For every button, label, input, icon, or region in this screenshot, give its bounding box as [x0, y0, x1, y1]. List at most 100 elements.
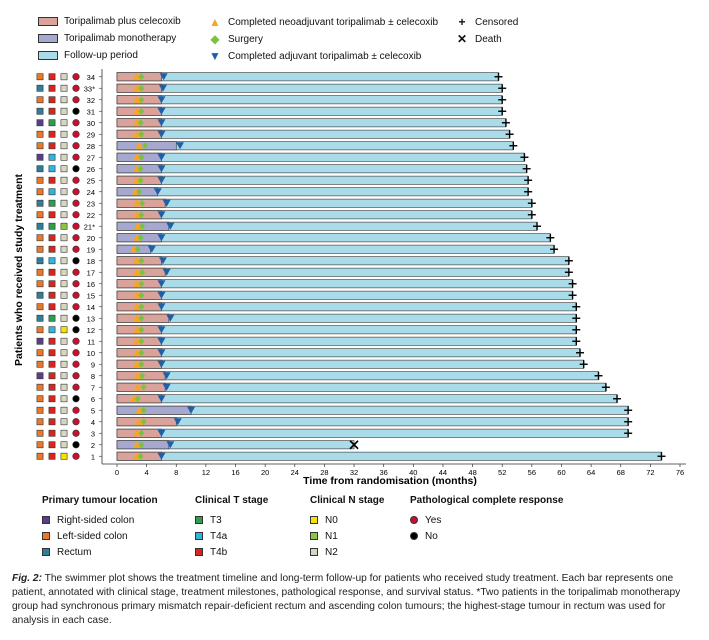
- legend-location-rectum: Rectum: [42, 544, 158, 560]
- legend-mono-swatch: [38, 34, 58, 43]
- surgery-marker: [138, 441, 145, 449]
- patient-row: 10: [36, 348, 584, 358]
- pcr-dot: [72, 326, 80, 334]
- follow-up-bar: [116, 106, 503, 116]
- legend-location-right-label: Right-sided colon: [57, 514, 135, 526]
- surgery-marker: [138, 211, 145, 219]
- n-stage-square: [60, 234, 68, 242]
- x-axis-label: Time from randomisation (months): [303, 475, 477, 487]
- patient-id-label: 5: [91, 406, 95, 415]
- legend-pcr-group: Pathological complete response Yes No: [410, 495, 563, 544]
- t-stage-square: [48, 441, 56, 449]
- swatch-icon: [195, 532, 203, 540]
- neoadjuvant-marker: [133, 314, 142, 322]
- pcr-dot: [72, 429, 80, 437]
- location-square: [36, 418, 44, 426]
- neoadjuvant-marker: [135, 406, 144, 414]
- pcr-dot: [72, 406, 80, 414]
- x-tick-label: 32: [350, 468, 358, 477]
- swimmer-plot: 3433*323130292827262524232221*2019181716…: [13, 69, 686, 487]
- treatment-bar: [116, 405, 192, 415]
- location-square: [36, 119, 44, 127]
- t-stage-square: [48, 383, 56, 391]
- legend-n2-label: N2: [325, 546, 338, 558]
- surgery-marker: [139, 199, 146, 207]
- n-stage-square: [60, 257, 68, 265]
- legend-adj-label: Completed adjuvant toripalimab ± celecox…: [228, 50, 422, 62]
- patient-id-label: 34: [87, 73, 95, 82]
- patient-id-label: 10: [87, 349, 95, 358]
- follow-up-bar: [116, 152, 525, 162]
- patient-id-label: 7: [91, 383, 95, 392]
- t-stage-square: [48, 291, 56, 299]
- patient-row: 28: [36, 141, 518, 151]
- surgery-marker: [139, 372, 146, 380]
- follow-up-bar: [116, 371, 599, 381]
- adjuvant-marker: [157, 176, 166, 184]
- swatch-icon: [42, 516, 50, 524]
- n-stage-square: [60, 84, 68, 92]
- pcr-dot: [72, 211, 80, 219]
- legend-mono: Toripalimab monotherapy: [38, 33, 176, 44]
- legend-n2: N2: [310, 544, 384, 560]
- surgery-marker: [136, 188, 143, 196]
- patient-id-label: 3: [91, 429, 95, 438]
- n-stage-square: [60, 245, 68, 253]
- x-tick-label: 24: [291, 468, 299, 477]
- patient-row: 1: [36, 451, 666, 461]
- swatch-icon: [310, 516, 318, 524]
- patient-id-label: 9: [91, 360, 95, 369]
- neoadjuvant-marker: [133, 337, 142, 345]
- pcr-dot: [72, 84, 80, 92]
- cross-icon: ✕: [456, 32, 468, 46]
- follow-up-bar: [116, 244, 555, 254]
- patient-id-label: 20: [87, 234, 95, 243]
- pcr-dot: [72, 176, 80, 184]
- n-stage-square: [60, 188, 68, 196]
- y-axis-label: Patients who received study treatment: [13, 174, 25, 366]
- location-square: [36, 326, 44, 334]
- patient-id-label: 24: [87, 188, 95, 197]
- legend-follow: Follow-up period: [38, 50, 138, 61]
- x-tick-label: 20: [261, 468, 269, 477]
- follow-up-bar: [116, 83, 503, 93]
- pcr-dot: [72, 268, 80, 276]
- adjuvant-marker: [157, 130, 166, 138]
- surgery-marker: [140, 418, 147, 426]
- neoadjuvant-marker: [133, 371, 142, 379]
- x-tick-label: 56: [528, 468, 536, 477]
- neoadjuvant-marker: [133, 222, 142, 230]
- pcr-dot: [72, 360, 80, 368]
- pcr-dot: [72, 188, 80, 196]
- pcr-dot: [72, 73, 80, 81]
- surgery-marker: [138, 280, 145, 288]
- location-square: [36, 188, 44, 196]
- location-square: [36, 337, 44, 345]
- neoadjuvant-marker: [133, 325, 142, 333]
- x-tick-label: 36: [380, 468, 388, 477]
- n-stage-square: [60, 337, 68, 345]
- n-stage-square: [60, 199, 68, 207]
- n-stage-square: [60, 418, 68, 426]
- location-square: [36, 291, 44, 299]
- patient-row: 7: [36, 382, 610, 392]
- patient-row: 33*: [36, 83, 507, 93]
- neoadjuvant-marker: [133, 199, 142, 207]
- n-stage-square: [60, 314, 68, 322]
- n-stage-square: [60, 452, 68, 460]
- n-stage-square: [60, 360, 68, 368]
- surgery-marker: [134, 395, 141, 403]
- patient-id-label: 32: [87, 96, 95, 105]
- swatch-icon: [42, 548, 50, 556]
- surgery-marker: [138, 153, 145, 161]
- surgery-marker: [137, 119, 144, 127]
- patient-id-label: 1: [91, 452, 95, 461]
- follow-up-bar: [116, 256, 570, 266]
- adjuvant-marker: [157, 452, 166, 460]
- location-square: [36, 96, 44, 104]
- t-stage-square: [48, 211, 56, 219]
- legend-t4b: T4b: [195, 544, 268, 560]
- location-square: [36, 153, 44, 161]
- patient-id-label: 22: [87, 211, 95, 220]
- triangle-down-icon: ▼: [209, 49, 221, 63]
